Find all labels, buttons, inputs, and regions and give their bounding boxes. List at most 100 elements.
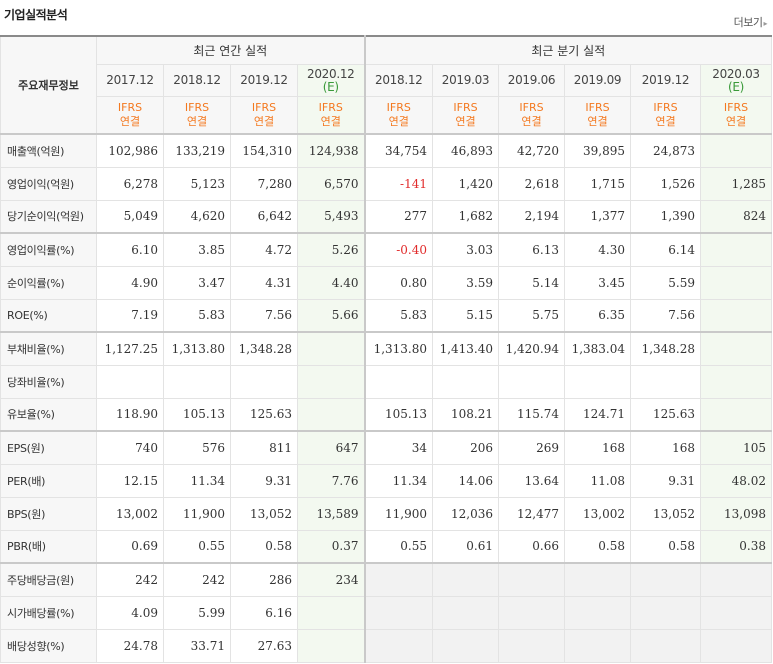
table-cell: -141 [363,166,433,201]
table-cell: 12,477 [498,496,565,531]
table-cell: 0.58 [230,529,298,564]
table-cell: 1,285 [700,166,772,201]
table-cell: 6.14 [630,232,701,267]
period-header: 2019.06 [498,63,565,97]
table-cell: 0.58 [564,529,631,564]
table-cell [163,364,231,399]
more-label: 더보기 [733,16,763,29]
row-label: 당기순이익(억원) [0,199,97,234]
accounting-standard: IFRS 연결 [630,95,701,135]
period-date: 2018.12 [173,73,221,87]
table-cell: 2,618 [498,166,565,201]
table-cell [363,364,433,399]
table-cell: 6,278 [96,166,164,201]
table-cell: 124,938 [297,133,365,168]
accounting-standard: IFRS 연결 [297,95,365,135]
table-cell: 1,313.80 [163,331,231,366]
table-cell: 5.59 [630,265,701,300]
table-cell: 269 [498,430,565,465]
table-cell: 0.55 [363,529,433,564]
table-cell: 124.71 [564,397,631,432]
table-row: 주당배당금(원) 242 242 286 234 [0,562,772,597]
table-cell: 6,570 [297,166,365,201]
table-cell [498,364,565,399]
table-cell: 1,413.40 [432,331,499,366]
table-cell: 0.61 [432,529,499,564]
row-label: 시가배당률(%) [0,595,97,630]
table-cell: 6,642 [230,199,298,234]
standard-label: IFRS [585,100,610,114]
table-cell: 34,754 [363,133,433,168]
table-cell [363,562,433,597]
table-cell: 5.75 [498,298,565,333]
table-cell [96,364,164,399]
table-cell: 168 [630,430,701,465]
table-cell: 277 [363,199,433,234]
table-row: 유보율(%) 118.90 105.13 125.63 105.13 108.21 115.… [0,397,772,432]
table-cell: 105.13 [363,397,433,432]
table-cell: 14.06 [432,463,499,498]
period-header: 2017.12 [96,63,164,97]
table-row: BPS(원) 13,002 11,900 13,052 13,589 11,900 12,0… [0,496,772,531]
period-date: 2019.12 [641,73,690,87]
table-cell: 7.56 [630,298,701,333]
table-cell: 4.31 [230,265,298,300]
consolidation-label: 연결 [655,114,676,128]
table-cell: 5,493 [297,199,365,234]
table-cell: 12,036 [432,496,499,531]
table-cell: 1,715 [564,166,631,201]
row-label: PER(배) [0,463,97,498]
table-cell: 1,383.04 [564,331,631,366]
table-cell: 2,194 [498,199,565,234]
table-cell: 5.15 [432,298,499,333]
table-cell: 13.64 [498,463,565,498]
row-label: PBR(배) [0,529,97,564]
standard-label: IFRS [386,100,411,114]
table-cell: 0.66 [498,529,565,564]
table-cell [564,595,631,630]
table-cell: 125.63 [230,397,298,432]
row-label: 영업이익률(%) [0,232,97,267]
period-header: 2020.03 (E) [700,63,772,97]
table-cell: 11,900 [163,496,231,531]
row-label: 주당배당금(원) [0,562,97,597]
table-cell: 3.03 [432,232,499,267]
more-link[interactable]: 더보기▸ [733,14,768,30]
period-date: 2017.12 [106,73,154,87]
quarter-header: 최근 분기 실적 [363,35,772,65]
table-cell: 34 [363,430,433,465]
consolidation-label: 연결 [455,114,476,128]
accounting-standard: IFRS 연결 [96,95,164,135]
table-cell: 12.15 [96,463,164,498]
table-cell: 242 [163,562,231,597]
table-cell [700,562,772,597]
table-cell: 5,123 [163,166,231,201]
accounting-standard: IFRS 연결 [498,95,565,135]
row-label: 당좌비율(%) [0,364,97,399]
consolidation-label: 연결 [320,114,341,128]
table-cell: 125.63 [630,397,701,432]
table-cell: 7.76 [297,463,365,498]
table-row: PER(배) 12.15 11.34 9.31 7.76 11.34 14.06 13.64 1… [0,463,772,498]
table-cell: 824 [700,199,772,234]
period-date: 2019.09 [573,73,622,87]
table-cell: 13,002 [96,496,164,531]
consolidation-label: 연결 [253,114,275,128]
period-header: 2018.12 [363,63,433,97]
table-cell: 1,420 [432,166,499,201]
table-cell: 154,310 [230,133,298,168]
table-cell: 11.34 [363,463,433,498]
table-cell [700,595,772,630]
table-cell: 4.30 [564,232,631,267]
table-cell [498,562,565,597]
table-cell: 13,052 [630,496,701,531]
table-cell [700,232,772,267]
accounting-standard: IFRS 연결 [363,95,433,135]
period-header: 2020.12 (E) [297,63,365,97]
table-cell: 811 [230,430,298,465]
standard-label: IFRS [519,100,544,114]
table-cell: 0.58 [630,529,701,564]
table-cell: 0.55 [163,529,231,564]
table-cell [432,562,499,597]
table-cell: 5.99 [163,595,231,630]
